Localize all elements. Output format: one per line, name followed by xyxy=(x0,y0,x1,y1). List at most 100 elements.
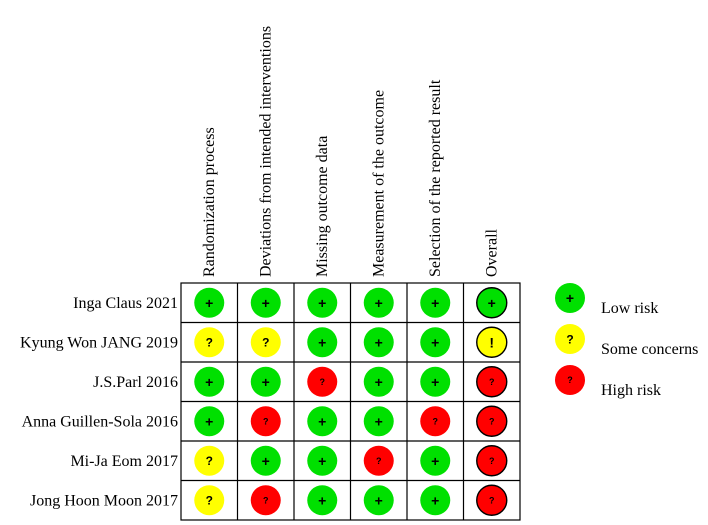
rating-low-marker: + xyxy=(250,287,281,318)
rating-symbol: ! xyxy=(489,334,494,350)
overall-high-marker: ? xyxy=(476,484,508,516)
legend-swatch xyxy=(555,324,585,354)
legend-item-low-risk: + Low risk xyxy=(555,283,658,317)
rating-circle xyxy=(307,406,338,437)
rating-symbol: + xyxy=(488,295,496,311)
study-label: Kyung Won JANG 2019 xyxy=(20,334,178,351)
rating-low-marker: + xyxy=(363,366,394,397)
rating-circle xyxy=(476,445,508,477)
rating-circle xyxy=(420,445,451,476)
rating-high-marker: ? xyxy=(420,406,451,437)
overall-high-marker: ? xyxy=(476,445,508,477)
legend-label: Some concerns xyxy=(601,341,698,358)
rating-symbol: + xyxy=(431,492,439,508)
rating-circle xyxy=(307,287,338,318)
rating-circle xyxy=(307,366,338,397)
study-label: Anna Guillen-Sola 2016 xyxy=(22,413,178,430)
legend-label: Low risk xyxy=(601,300,658,317)
rating-symbol: ? xyxy=(489,495,495,505)
grid xyxy=(180,282,521,521)
legend-swatch xyxy=(555,365,585,395)
rating-some-marker: ? xyxy=(194,445,225,476)
rating-circle xyxy=(250,485,281,516)
domain-header-deviations-from-intended-interventions: Deviations from intended interventions xyxy=(258,26,275,277)
rating-low-marker: + xyxy=(420,366,451,397)
rating-symbol: ? xyxy=(489,456,495,466)
rating-low-marker: + xyxy=(420,327,451,358)
legend-swatch xyxy=(555,283,585,313)
rating-symbol: ? xyxy=(263,495,269,505)
rating-low-marker: + xyxy=(194,366,225,397)
rating-low-marker: + xyxy=(194,287,225,318)
rating-low-marker: + xyxy=(307,485,338,516)
rating-symbol: + xyxy=(431,374,439,390)
rating-symbol: + xyxy=(431,453,439,469)
rating-low-marker: + xyxy=(363,287,394,318)
rating-high-marker: ? xyxy=(250,406,281,437)
legend-item-some-concerns: ? Some concerns xyxy=(555,324,698,358)
rating-high-marker: ? xyxy=(363,445,394,476)
rating-symbol: ? xyxy=(263,416,269,426)
rating-circle xyxy=(194,327,225,358)
rating-circle xyxy=(476,405,508,437)
rating-symbol: + xyxy=(318,453,326,469)
rating-circle xyxy=(250,327,281,358)
rating-symbol: + xyxy=(431,334,439,350)
rating-circle xyxy=(476,326,508,358)
rating-low-marker: + xyxy=(363,406,394,437)
rating-symbol: + xyxy=(375,334,383,350)
rating-circle xyxy=(420,366,451,397)
rating-symbol: + xyxy=(318,295,326,311)
rating-low-marker: + xyxy=(307,327,338,358)
rating-circle xyxy=(194,445,225,476)
study-label: Inga Claus 2021 xyxy=(73,295,178,312)
rating-symbol: ? xyxy=(262,336,269,350)
domain-headers: Randomization process Deviations from int… xyxy=(201,26,501,277)
rating-circle xyxy=(476,484,508,516)
domain-header-selection-of-the-reported-result: Selection of the reported result xyxy=(427,79,444,277)
rating-circle xyxy=(363,485,394,516)
rating-circle xyxy=(420,406,451,437)
rating-low-marker: + xyxy=(420,287,451,318)
rating-low-marker: + xyxy=(363,485,394,516)
rating-symbol: ? xyxy=(489,416,495,426)
rating-circle xyxy=(250,366,281,397)
rating-circle xyxy=(363,445,394,476)
rating-circle xyxy=(420,287,451,318)
rating-low-marker: + xyxy=(250,366,281,397)
rating-circle xyxy=(476,287,508,319)
rating-low-marker: + xyxy=(307,445,338,476)
rating-symbol: + xyxy=(375,413,383,429)
rating-symbol: + xyxy=(262,295,270,311)
rating-some-marker: ? xyxy=(194,327,225,358)
study-label: J.S.Parl 2016 xyxy=(93,374,178,391)
rating-circle xyxy=(363,287,394,318)
study-label: Mi-Ja Eom 2017 xyxy=(70,453,178,470)
rating-low-marker: + xyxy=(194,406,225,437)
rating-circle xyxy=(194,485,225,516)
domain-header-overall: Overall xyxy=(484,228,501,277)
rating-symbol: + xyxy=(375,374,383,390)
rating-low-marker: + xyxy=(420,485,451,516)
legend-label: High risk xyxy=(601,382,661,399)
rating-circle xyxy=(420,485,451,516)
rating-symbol: ? xyxy=(320,377,326,387)
rating-circle xyxy=(363,366,394,397)
legend-symbol: ? xyxy=(566,332,573,346)
rating-low-marker: + xyxy=(363,327,394,358)
rating-circle xyxy=(307,485,338,516)
rating-symbol: + xyxy=(318,334,326,350)
rating-circle xyxy=(363,406,394,437)
rating-symbol: ? xyxy=(489,377,495,387)
rating-circle xyxy=(250,287,281,318)
rating-low-marker: + xyxy=(307,287,338,318)
domain-header-measurement-of-the-outcome: Measurement of the outcome xyxy=(371,90,388,277)
overall-high-marker: ? xyxy=(476,366,508,398)
rating-symbol: + xyxy=(262,453,270,469)
rating-low-marker: + xyxy=(307,406,338,437)
rating-circle xyxy=(307,327,338,358)
rating-low-marker: + xyxy=(250,445,281,476)
overall-some-marker: ! xyxy=(476,326,508,358)
rating-symbol: ? xyxy=(206,454,213,468)
legend-symbol: ? xyxy=(567,375,573,385)
